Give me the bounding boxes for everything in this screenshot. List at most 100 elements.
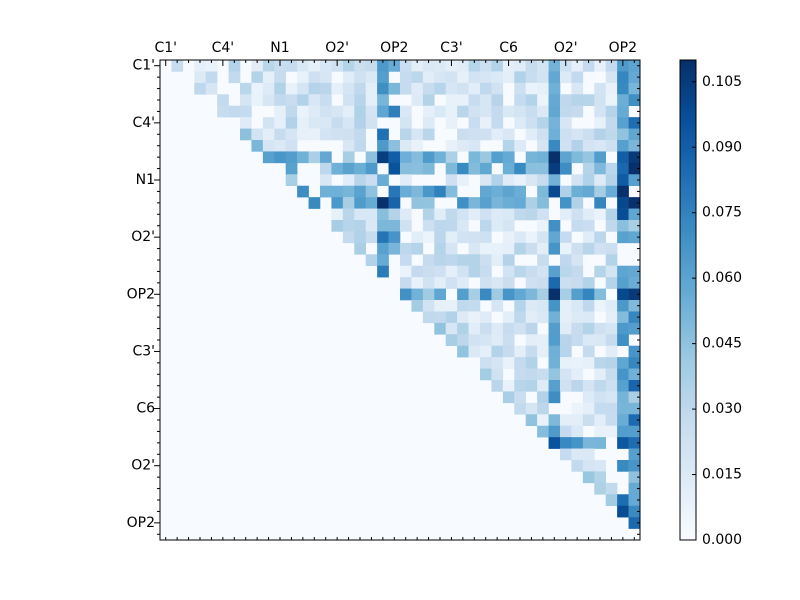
heatmap-cell: [605, 71, 618, 84]
heatmap-cell: [354, 94, 367, 107]
heatmap-cell: [537, 140, 549, 152]
heatmap-cell: [582, 128, 595, 141]
heatmap-cell: [617, 82, 629, 95]
heatmap-cell: [468, 242, 481, 255]
heatmap-cell: [617, 402, 629, 415]
heatmap-cell: [491, 277, 504, 289]
heatmap-cell: [594, 105, 607, 118]
colorbar-segment: [680, 108, 696, 113]
heatmap-cell: [468, 162, 481, 175]
heatmap-cell: [594, 300, 607, 312]
heatmap-cell: [502, 391, 515, 404]
heatmap-cell: [502, 208, 515, 221]
heatmap-cell: [548, 391, 561, 404]
heatmap-cell: [445, 322, 458, 335]
heatmap-cell: [594, 471, 607, 484]
heatmap-cell: [457, 60, 469, 72]
heatmap-cell: [502, 140, 515, 152]
heatmap-cell: [617, 94, 629, 107]
heatmap-cell: [628, 517, 641, 529]
heatmap-cell: [628, 94, 641, 107]
heatmap-cell: [571, 380, 584, 392]
heatmap-cell: [491, 345, 504, 358]
heatmap-cell: [320, 117, 332, 129]
colorbar-segment: [680, 88, 696, 93]
colorbar-segment: [680, 60, 696, 65]
heatmap-cell: [434, 254, 447, 267]
colorbar-segment: [680, 372, 696, 377]
colorbar-segment: [680, 404, 696, 409]
colorbar-segment: [680, 368, 696, 373]
colorbar-segment: [680, 180, 696, 185]
heatmap-cell: [365, 220, 378, 232]
heatmap-cell: [342, 82, 355, 95]
heatmap-cell: [537, 391, 549, 404]
heatmap-cell: [331, 117, 344, 129]
colorbar-segment: [680, 216, 696, 221]
colorbar-segment: [680, 264, 696, 269]
heatmap-cell: [617, 105, 629, 118]
heatmap-cell: [537, 311, 549, 324]
colorbar-segment: [680, 128, 696, 133]
heatmap-cell: [400, 71, 412, 84]
heatmap-cell: [548, 71, 561, 84]
heatmap-cell: [491, 185, 504, 198]
x-tick-label: C3': [440, 40, 463, 56]
heatmap-cell: [502, 197, 515, 209]
heatmap-cell: [514, 311, 527, 324]
heatmap-cell: [422, 208, 435, 221]
colorbar-tick-label: 0.045: [702, 336, 742, 352]
heatmap-cell: [548, 185, 561, 198]
heatmap-cell: [560, 128, 572, 141]
heatmap-cell: [594, 460, 607, 472]
colorbar-segment: [680, 96, 696, 101]
heatmap-cell: [605, 105, 618, 118]
heatmap-cell: [628, 128, 641, 141]
heatmap-cell: [468, 231, 481, 244]
heatmap-cell: [480, 277, 492, 289]
heatmap-cell: [571, 311, 584, 324]
heatmap-cell: [548, 220, 561, 232]
x-tick-label: N1: [270, 40, 289, 56]
heatmap-cell: [548, 311, 561, 324]
heatmap-cell: [434, 311, 447, 324]
heatmap-cell: [605, 277, 618, 289]
heatmap-cell: [548, 437, 561, 449]
heatmap-cell: [365, 185, 378, 198]
heatmap-cell: [537, 254, 549, 267]
y-tick-label: C6: [136, 401, 155, 417]
heatmap-cell: [388, 151, 401, 164]
heatmap-cell: [342, 231, 355, 244]
heatmap-cell: [502, 162, 515, 175]
heatmap-cell: [548, 174, 561, 187]
colorbar-segment: [680, 408, 696, 413]
heatmap-cell: [525, 345, 538, 358]
heatmap-cell: [514, 94, 527, 107]
colorbar-tick-label: 0.030: [702, 401, 742, 417]
heatmap-cell: [320, 162, 332, 175]
heatmap-cell: [354, 117, 367, 129]
heatmap-cell: [571, 437, 584, 449]
colorbar-segment: [680, 304, 696, 309]
x-tick-label: OP2: [380, 40, 408, 56]
heatmap-cell: [571, 368, 584, 381]
heatmap-cell: [560, 277, 572, 289]
heatmap-cell: [445, 242, 458, 255]
x-tick-label: OP2: [609, 40, 637, 56]
heatmap-cell: [480, 288, 492, 301]
heatmap-cell: [571, 277, 584, 289]
heatmap-cell: [514, 231, 527, 244]
heatmap-cell: [274, 105, 287, 118]
heatmap-cell: [582, 311, 595, 324]
heatmap-cell: [445, 220, 458, 232]
heatmap-cell: [480, 174, 492, 187]
heatmap-cell: [422, 197, 435, 209]
heatmap-cell: [468, 94, 481, 107]
heatmap-cell: [480, 105, 492, 118]
heatmap-cell: [514, 300, 527, 312]
heatmap-cell: [628, 162, 641, 175]
heatmap-cell: [468, 197, 481, 209]
heatmap-cell: [411, 288, 424, 301]
heatmap-cell: [525, 162, 538, 175]
